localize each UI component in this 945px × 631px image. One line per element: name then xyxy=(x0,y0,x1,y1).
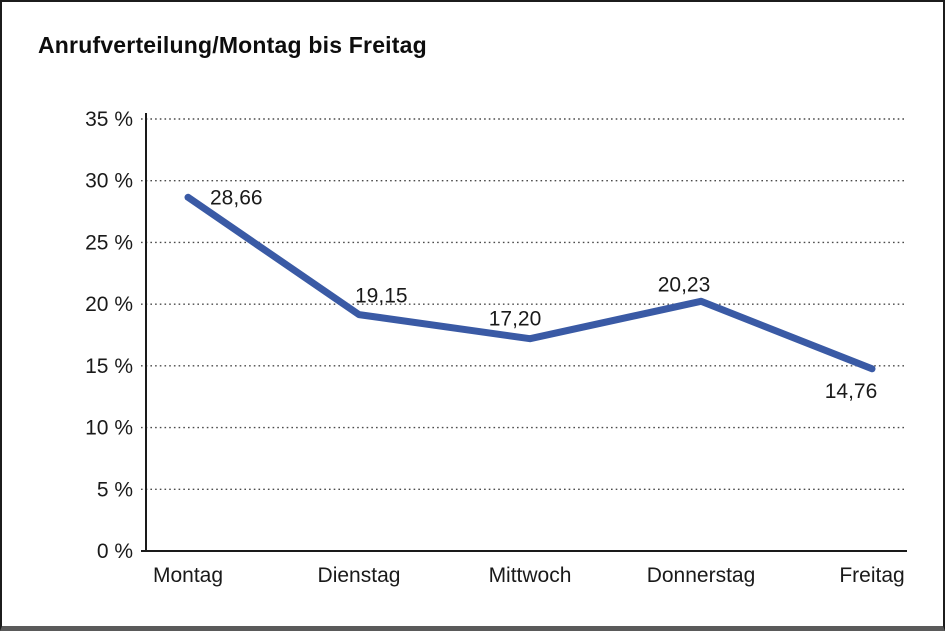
data-point-label: 28,66 xyxy=(210,186,263,209)
data-point-label: 14,76 xyxy=(825,380,878,403)
x-category-label: Donnerstag xyxy=(647,564,756,587)
y-tick-label: 10 % xyxy=(85,417,133,440)
y-tick-label: 35 % xyxy=(85,108,133,131)
data-point-label: 17,20 xyxy=(489,308,542,331)
y-tick-label: 25 % xyxy=(85,231,133,254)
y-tick-label: 15 % xyxy=(85,355,133,378)
y-tick-label: 20 % xyxy=(85,293,133,316)
data-point-label: 19,15 xyxy=(355,285,408,308)
x-category-label: Mittwoch xyxy=(489,564,572,587)
chart-title: Anrufverteilung/Montag bis Freitag xyxy=(38,32,427,58)
data-line-series xyxy=(184,193,876,373)
y-tick-label: 5 % xyxy=(97,478,133,501)
x-category-label: Montag xyxy=(153,564,223,587)
y-tick-label: 0 % xyxy=(97,540,133,563)
x-category-label: Dienstag xyxy=(318,564,401,587)
y-tick-label: 30 % xyxy=(85,170,133,193)
x-category-label: Freitag xyxy=(839,564,904,587)
data-point-label: 20,23 xyxy=(658,273,711,296)
